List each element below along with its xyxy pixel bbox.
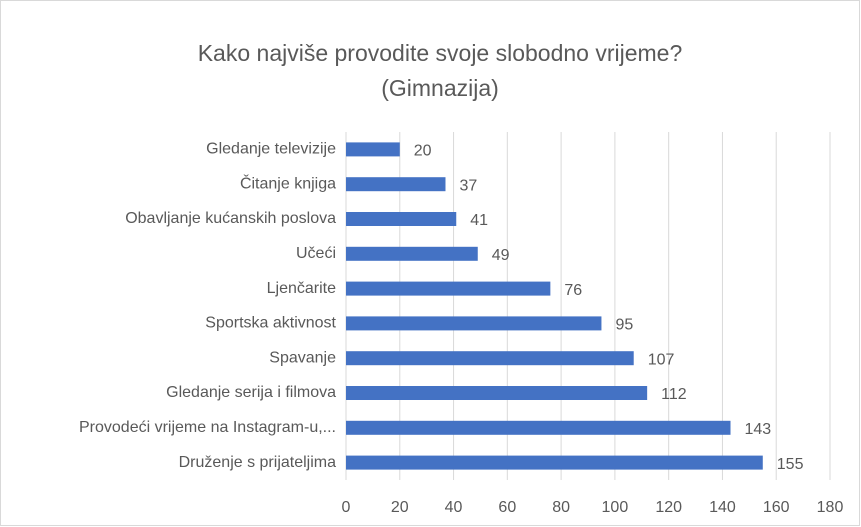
x-tick-label: 0 <box>342 499 351 516</box>
data-label: 37 <box>459 177 477 194</box>
bar <box>346 420 731 435</box>
data-label: 76 <box>564 282 582 299</box>
bar <box>346 246 478 261</box>
bar <box>346 177 446 192</box>
data-label: 155 <box>777 456 804 473</box>
bar <box>346 281 551 296</box>
data-label: 112 <box>661 386 687 403</box>
data-label: 107 <box>648 351 675 368</box>
x-tick-label: 120 <box>655 499 682 516</box>
y-tick-label: Učeći <box>296 245 336 262</box>
data-label: 49 <box>492 247 510 264</box>
y-tick-label: Druženje s prijateljima <box>179 454 336 471</box>
x-tick-label: 160 <box>763 499 790 516</box>
x-tick-label: 60 <box>498 499 516 516</box>
data-label: 20 <box>414 143 432 160</box>
x-tick-label: 20 <box>391 499 409 516</box>
bar <box>346 212 457 226</box>
data-label: 95 <box>615 317 633 334</box>
y-tick-label: Obavljanje kućanskih poslova <box>125 210 336 227</box>
y-tick-label: Provodeći vrijeme na Instagram-u,... <box>79 419 336 436</box>
x-tick-label: 100 <box>602 499 629 516</box>
bar <box>346 455 763 470</box>
chart-subtitle: (Gimnazija) <box>381 75 499 101</box>
y-tick-label: Gledanje serija i filmova <box>166 384 336 401</box>
y-tick-label: Spavanje <box>269 349 336 366</box>
x-tick-label: 180 <box>817 499 844 516</box>
y-tick-label: Ljenčarite <box>267 280 336 297</box>
bar <box>346 351 634 366</box>
bar <box>346 142 400 157</box>
data-label: 143 <box>745 421 772 438</box>
bar <box>346 386 648 400</box>
chart-title: Kako najviše provodite svoje slobodno vr… <box>198 40 683 66</box>
y-tick-label: Sportska aktivnost <box>205 315 336 332</box>
y-tick-label: Čitanje knjiga <box>240 173 336 192</box>
y-tick-label: Gledanje televizije <box>206 141 336 158</box>
data-label: 41 <box>470 212 488 229</box>
bar <box>346 316 602 331</box>
x-tick-label: 40 <box>445 499 463 516</box>
x-tick-label: 140 <box>709 499 736 516</box>
x-tick-label: 80 <box>552 499 570 516</box>
